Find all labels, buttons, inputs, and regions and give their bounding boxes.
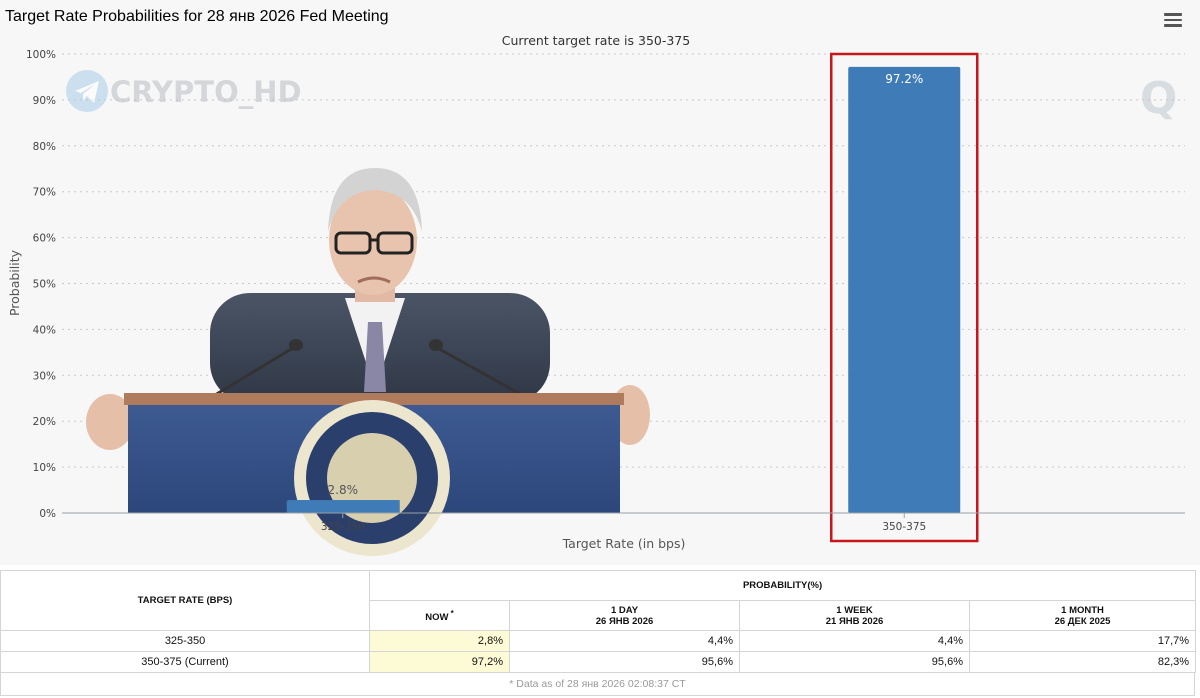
probability-chart: Current target rate is 350-375 0% 10% 20% 3… [7,33,1185,556]
column-header-date: 26 ЯНВ 2026 [595,615,654,627]
probability-cell: 4,4% [509,630,740,652]
y-tick-label: 20% [33,416,56,428]
y-axis-ticks: 0% 10% 20% 30% 40% 50% 60% 70% 80% 90% 100% [26,49,56,520]
highlight-box [830,52,979,543]
probability-cell: 4,4% [739,630,970,652]
bar-325-350[interactable] [286,500,399,513]
column-header-date: 26 ДЕК 2025 [1054,615,1111,627]
bar-data-label: 2.8% [328,483,359,497]
probability-table: TARGET RATE (BPS) PROBABILITY(%) NOW * 1 … [0,570,1197,673]
probability-now-cell: 97,2% [369,651,510,673]
probability-group-header: PROBABILITY(%) [368,570,1197,601]
watermark-text: CRYPTO_HD [110,75,302,109]
bar-350-375[interactable] [848,66,961,514]
telegram-plane-icon [75,81,99,103]
x-tick-label: 325-350 [321,521,365,533]
probability-now-cell: 2,8% [369,630,510,652]
y-tick-label: 100% [26,49,56,61]
column-header: NOW * [369,600,510,631]
target-rate-cell: 350-375 (Current) [0,651,370,673]
column-header: 1 WEEK 21 ЯНВ 2026 [739,600,970,631]
probability-cell: 82,3% [968,651,1197,673]
bars: 2.8% 97.2% [286,52,979,543]
y-tick-label: 80% [33,141,56,153]
x-tick-label: 350-375 [882,521,926,533]
q-logo-icon: Q [1140,73,1177,124]
table-body: 325-350 2,8% 4,4% 4,4% 17,7% 350-375 (Current… [0,630,1197,673]
speaker-photo [86,168,650,556]
y-tick-label: 0% [39,508,56,520]
probability-cell: 17,7% [968,630,1197,652]
x-axis-label: Target Rate (in bps) [562,536,686,551]
bar-data-label: 97.2% [885,72,923,86]
probability-cell: 95,6% [739,651,970,673]
chart-area: Target Rate Probabilities for 28 янв 202… [5,8,1185,556]
y-tick-label: 60% [33,233,56,245]
y-axis-label: Probability [7,249,22,316]
column-header-asterisk: * [448,608,454,618]
column-header-label: NOW [425,612,449,624]
probability-cell: 95,6% [509,651,740,673]
hamburger-menu-icon[interactable] [1164,13,1182,27]
table-row: 350-375 (Current) 97,2% 95,6% 95,6% 82,3% [0,651,1197,673]
data-timestamp-footnote: * Data as of 28 янв 2026 02:08:37 CT [0,673,1195,696]
row-header: TARGET RATE (BPS) [0,570,370,631]
q-logo: Q [1140,73,1177,124]
column-header-date: 21 ЯНВ 2026 [825,615,884,627]
telegram-watermark: CRYPTO_HD [66,70,302,112]
target-rate-cell: 325-350 [0,630,370,652]
column-headers: NOW * 1 DAY 26 ЯНВ 2026 1 WEEK 21 ЯНВ 2026 1 … [1,600,1197,631]
y-tick-label: 70% [33,187,56,199]
column-header: 1 MONTH 26 ДЕК 2025 [968,600,1197,631]
y-tick-label: 50% [33,279,56,291]
column-header-label: 1 MONTH [1061,604,1104,616]
x-axis-ticks: 325-350 350-375 [321,513,926,533]
column-header-label: 1 DAY [610,604,639,616]
column-header-label: 1 WEEK [836,604,873,616]
y-tick-label: 10% [33,462,56,474]
y-tick-label: 30% [33,370,56,382]
column-header: 1 DAY 26 ЯНВ 2026 [509,600,740,631]
y-tick-label: 40% [33,324,56,336]
page-title: Target Rate Probabilities for 28 янв 202… [5,8,389,25]
probability-table-section: TARGET RATE (BPS) PROBABILITY(%) NOW * 1 … [0,570,1197,696]
chart-subtitle: Current target rate is 350-375 [502,33,690,48]
table-row: 325-350 2,8% 4,4% 4,4% 17,7% [0,630,1197,652]
y-tick-label: 90% [33,95,56,107]
